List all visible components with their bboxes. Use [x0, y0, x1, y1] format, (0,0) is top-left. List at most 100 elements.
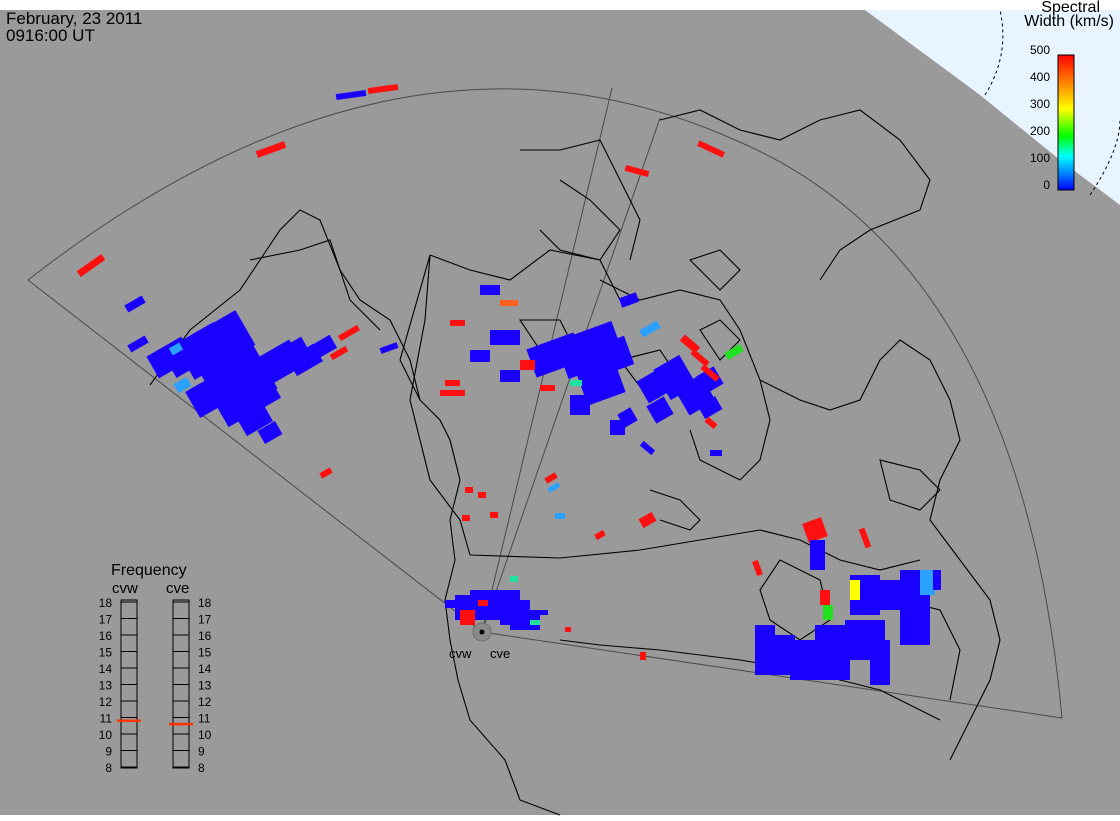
radar-echo-cell: [335, 89, 367, 101]
radar-echo-cell: [570, 395, 590, 415]
frequency-tick-label-left: 18: [99, 596, 113, 610]
frequency-tick-label-left: 8: [105, 761, 112, 775]
radar-echo-cell: [379, 342, 399, 354]
frequency-tick-label-right: 16: [198, 629, 212, 643]
radar-echo-cell: [638, 511, 657, 529]
frequency-tick-label-right: 15: [198, 646, 212, 660]
station-label-cve: cve: [490, 646, 510, 661]
radar-echo-cell: [520, 360, 535, 370]
radar-echo-cell: [595, 335, 635, 375]
radar-echo-cell: [319, 467, 333, 479]
radar-echo-cell: [465, 487, 473, 493]
frequency-tick-label-left: 17: [99, 613, 113, 627]
radar-echo-cell: [127, 335, 149, 353]
radar-echo-cell: [544, 472, 558, 484]
radar-echo-cell: [445, 380, 460, 386]
radar-echo-cell: [490, 330, 520, 345]
radar-echo-cell: [445, 600, 457, 608]
radar-echo-cell: [696, 366, 724, 394]
frequency-tick-label-right: 9: [198, 745, 205, 759]
radar-echo-cell: [307, 334, 338, 361]
frequency-tick-label-left: 12: [99, 695, 113, 709]
radar-echo-cell: [802, 517, 828, 543]
radar-echo-cell: [555, 513, 565, 519]
radar-echo-cell: [480, 285, 500, 295]
radar-echo-cell: [329, 345, 349, 361]
colorbar-tick-label: 400: [1030, 70, 1050, 84]
radar-echo-cell: [760, 660, 800, 675]
colorbar-tick-label: 200: [1030, 124, 1050, 138]
frequency-radar-cvw: cvw: [112, 580, 138, 597]
colorbar-title-line1: Spectral: [1041, 0, 1100, 16]
radar-echo-cell: [173, 376, 192, 394]
radar-echo-cell: [565, 627, 571, 632]
bottom-white-strip: [0, 815, 1120, 821]
radar-echo-cell: [850, 580, 860, 600]
radar-echo-cell: [124, 295, 146, 313]
radar-echo-cell: [216, 387, 259, 428]
colorbar-tick-label: 300: [1030, 97, 1050, 111]
frequency-tick-label-right: 12: [198, 695, 212, 709]
radar-echo-cell: [752, 559, 763, 577]
frequency-scale: 18 18 17 17 16 16 15 15 14 14 13 13 12 12 11 11 10 10 9 9 8 8: [99, 596, 212, 775]
radar-echo-cell: [640, 652, 646, 660]
radar-echo-cell: [185, 372, 235, 418]
radar-echo-cell: [870, 640, 890, 685]
radar-echo-cell: [478, 600, 488, 606]
radar-echo-cell: [679, 334, 701, 354]
radar-echo-cell: [823, 605, 833, 620]
radar-echo-cell: [594, 529, 606, 541]
frequency-tick-label-right: 17: [198, 613, 212, 627]
radar-echo-cell: [237, 403, 273, 437]
colorbar-gradient: [1057, 54, 1075, 191]
frequency-tick-label-left: 13: [99, 679, 113, 693]
radar-echo-cell: [450, 320, 465, 326]
colorbar-title-line2: Width (km/s): [1024, 13, 1114, 30]
header-time: 0916:00 UT: [6, 26, 95, 45]
radar-echo-cell: [547, 482, 561, 493]
radar-echo-cell: [500, 300, 518, 306]
radar-echo-cell: [460, 610, 475, 625]
radar-echo-cell: [704, 416, 718, 430]
frequency-tick-label-left: 11: [100, 712, 113, 726]
radar-echo-cell: [639, 320, 661, 338]
radar-echo-cell: [830, 650, 850, 680]
radar-echo-cell: [610, 420, 625, 435]
radar-echo-cell: [820, 590, 830, 605]
radar-echo-cell: [697, 140, 725, 158]
frequency-radar-cve: cve: [166, 580, 189, 597]
station-label-cvw: cvw: [449, 646, 472, 661]
frequency-tick-label-right: 13: [198, 679, 212, 693]
colorbar-tick-label: 100: [1030, 151, 1050, 165]
frequency-tick-label-right: 14: [198, 662, 212, 676]
radar-echo-cell: [367, 83, 399, 95]
radar-echo-cell: [478, 492, 486, 498]
radar-echo-cell: [920, 570, 935, 595]
radar-echo-cell: [530, 620, 540, 625]
frequency-tick-label-right: 10: [198, 728, 212, 742]
radar-echo-cell: [255, 141, 287, 158]
frequency-tick-label-right: 11: [198, 712, 211, 726]
spectral-width-colorbar: 500 400 300 200 100 0: [1030, 43, 1075, 192]
radar-echo-cell: [470, 350, 490, 362]
radar-echoes: [76, 83, 941, 685]
station-dot: [479, 629, 485, 635]
radar-echo-cell: [76, 254, 106, 277]
radar-echo-cell: [933, 570, 941, 590]
colorbar-tick-label: 0: [1043, 178, 1050, 192]
colorbar-ticks: 500 400 300 200 100 0: [1030, 43, 1050, 192]
radar-echo-cell: [690, 349, 710, 367]
frequency-tick-label-left: 9: [105, 745, 112, 759]
frequency-panel: Frequency cvw cve 18 18 17 17 16 16 15 15 14 14 13…: [99, 562, 212, 775]
frequency-tick-label-right: 18: [198, 596, 212, 610]
radar-echo-cell: [900, 600, 930, 645]
radar-echo-cell: [462, 515, 470, 521]
radar-echo-cell: [697, 396, 723, 419]
header-date: February, 23 2011: [6, 9, 143, 28]
radar-echo-cell: [570, 380, 582, 386]
radar-echo-cell: [710, 450, 722, 456]
radar-echo-cell: [646, 396, 674, 424]
radar-echo-cell: [618, 292, 640, 308]
frequency-tick-label-left: 16: [99, 629, 113, 643]
